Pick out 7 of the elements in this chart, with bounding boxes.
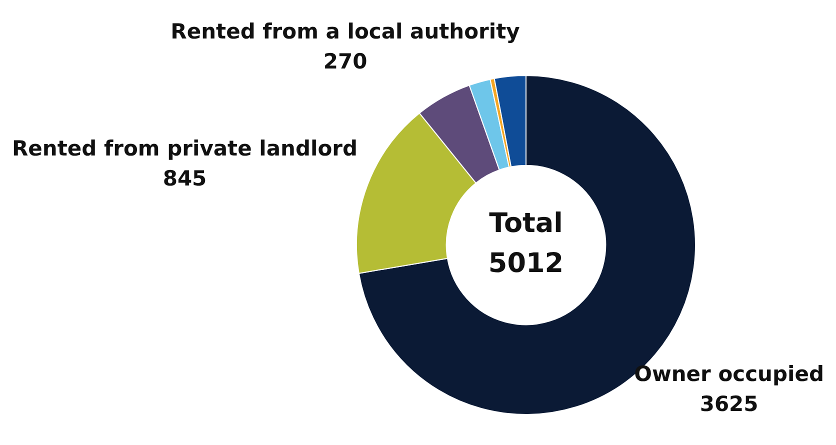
data-label: 270 (323, 50, 368, 74)
slice-label: Owner occupied (634, 362, 824, 386)
slice-label: Rented from private landlord (12, 136, 358, 161)
slice-label: Rented from a local authority (170, 20, 520, 44)
data-label: 3625 (700, 392, 758, 416)
data-label: 845 (162, 166, 207, 191)
text: Total 5012 (488, 208, 564, 280)
